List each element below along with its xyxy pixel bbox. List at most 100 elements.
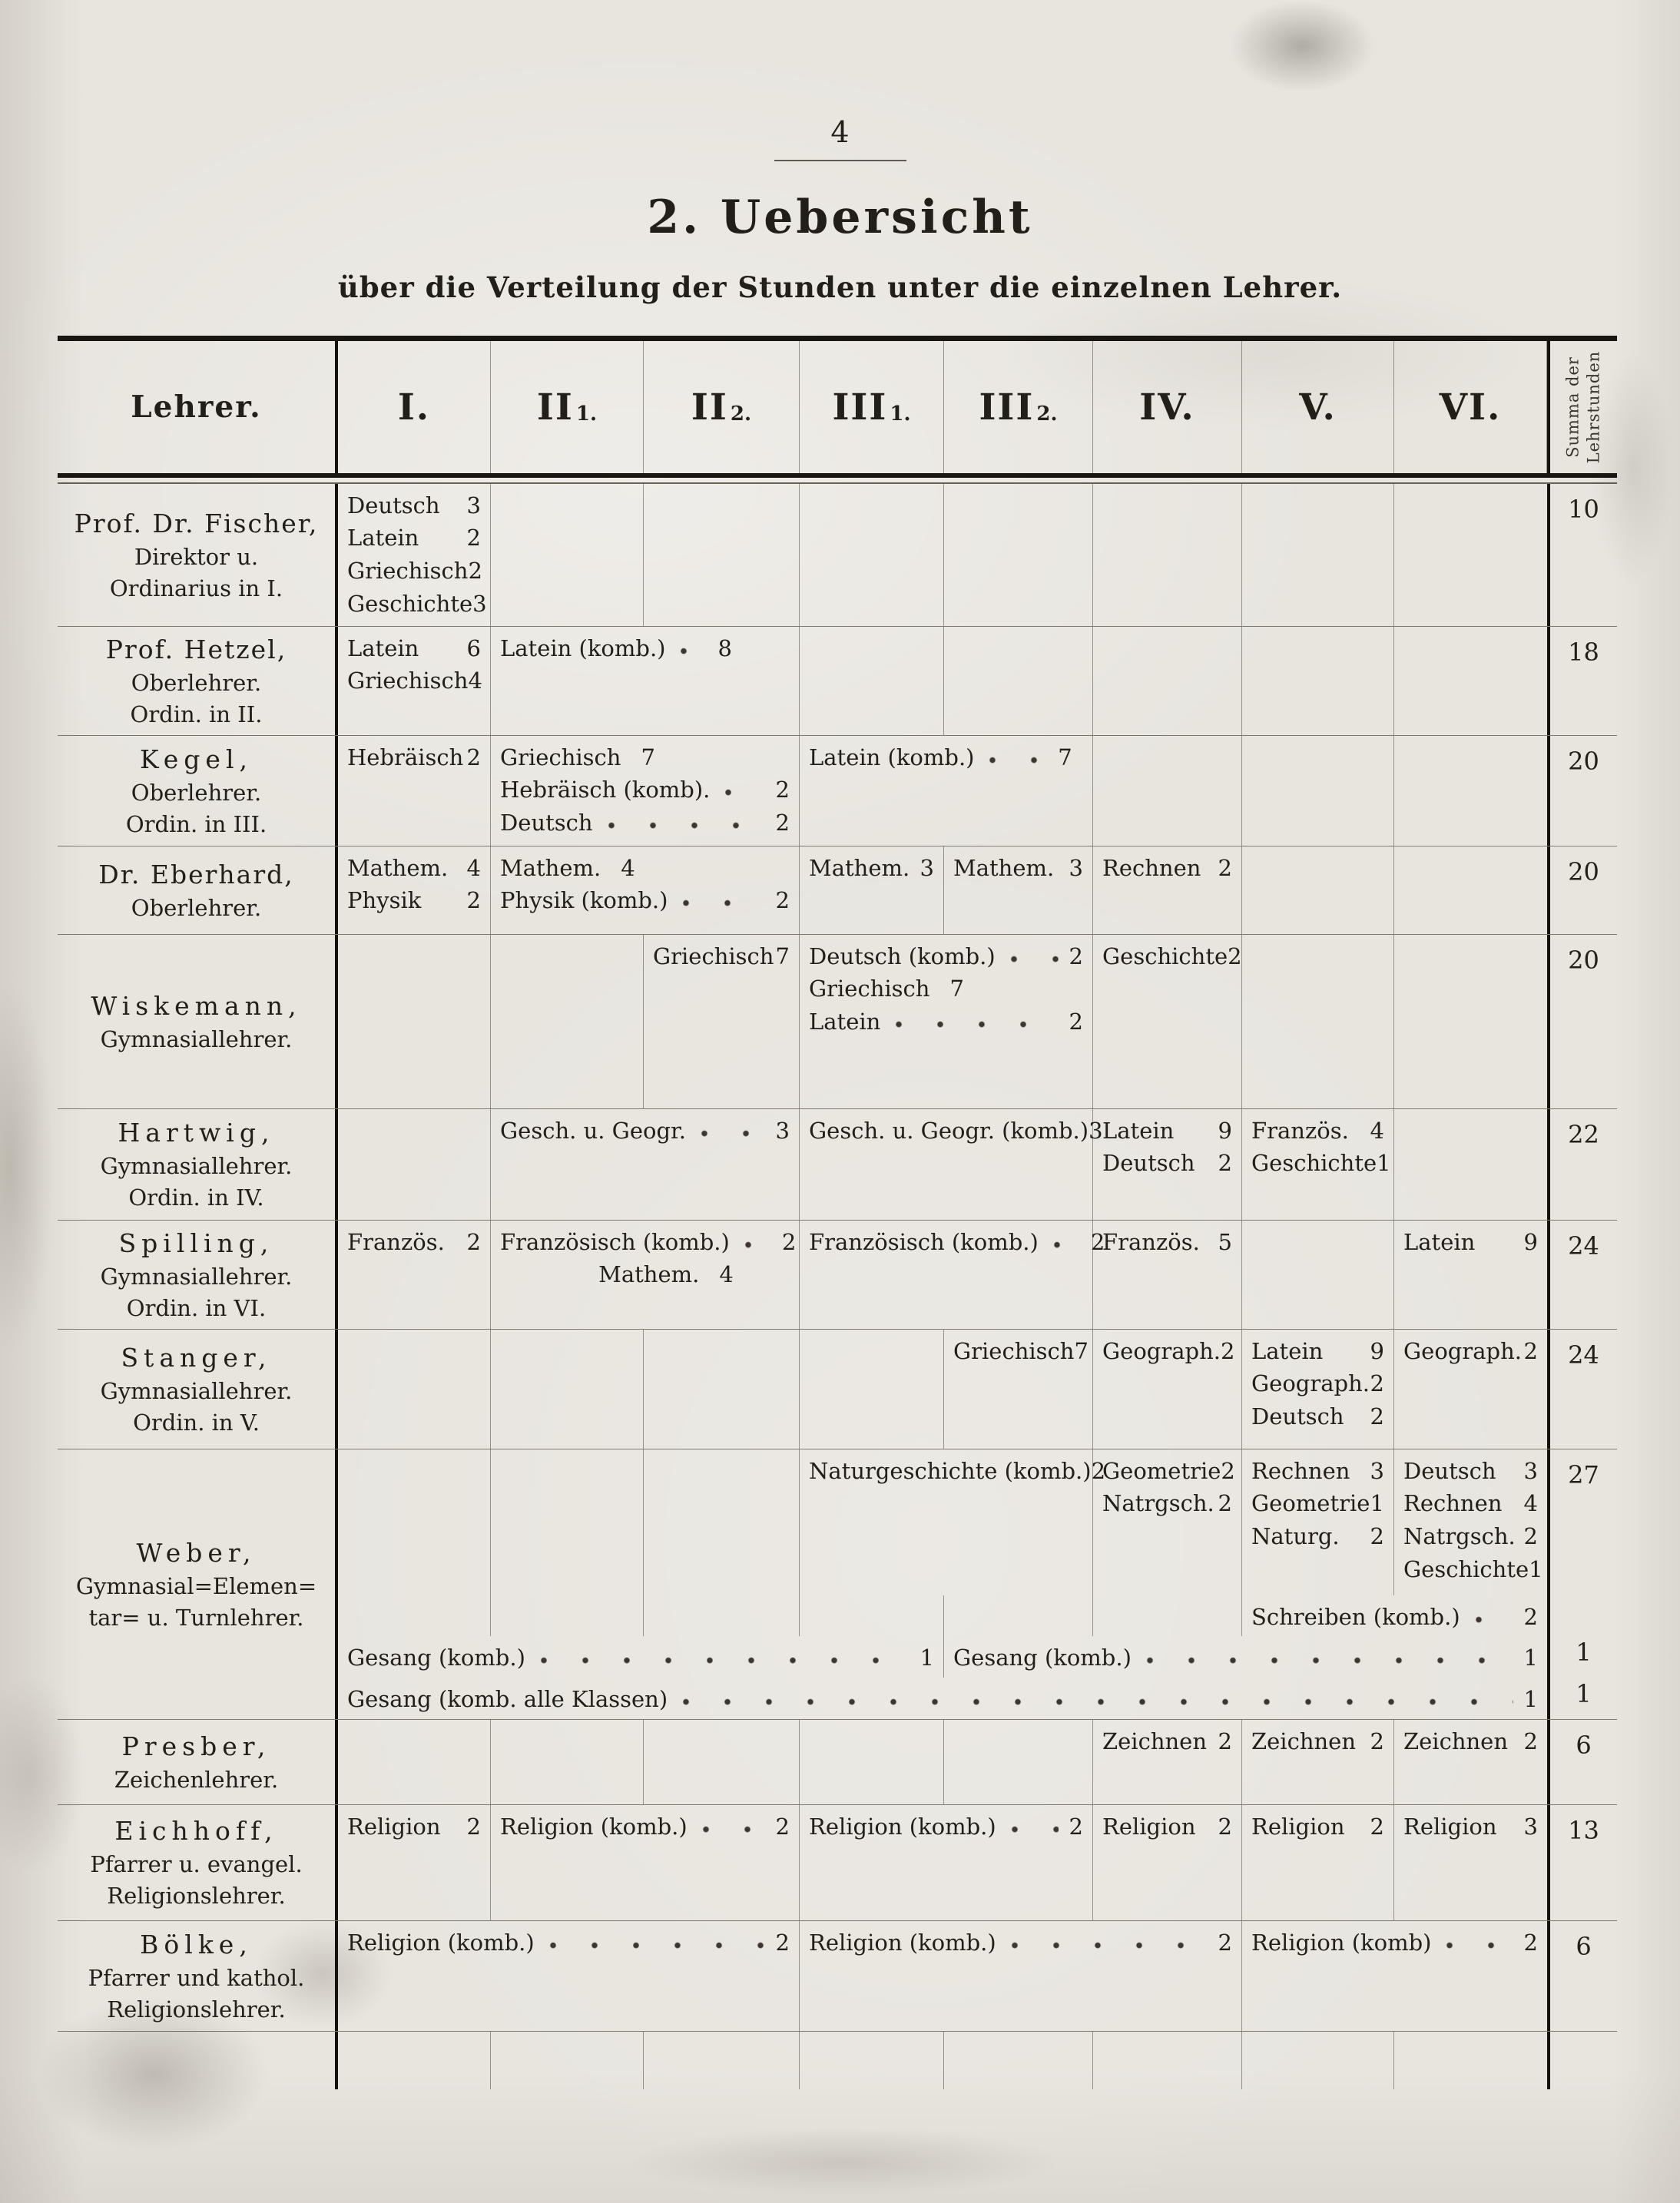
hours-value: 2 [1069, 1008, 1083, 1035]
subject-label: Religion [1403, 1813, 1497, 1840]
subject-cell: Deutsch 3 Rechnen 4 Natrgsch. 2 Geschichte 1 [1394, 1449, 1547, 1595]
subject-label: Latein (komb.) [500, 634, 666, 661]
dot-leader [606, 811, 765, 830]
cell-line: Latein (komb.) 7 [809, 744, 1072, 773]
subject-label: Französ. [1102, 1228, 1200, 1255]
empty-cell [1093, 2031, 1242, 2089]
subject-cell: Religion 2 [1242, 1804, 1394, 1920]
cell-line: Religion (komb) 2 [1251, 1929, 1538, 1958]
subject-cell: Französisch (komb.) 2 [800, 1220, 1105, 1329]
subject-cell: Griechisch 7 [644, 934, 800, 1108]
class-header-label: II [691, 386, 728, 429]
teacher-row: Stanger, Gymnasiallehrer. Ordin. in V. Grie… [58, 1328, 1617, 1449]
page-title: 2. Uebersicht [647, 190, 1033, 244]
summa-cell: 20 [1547, 846, 1617, 934]
cell-line: Gesang (komb. alle Klassen) 1 [347, 1685, 1538, 1714]
column-header-class: II 1. [491, 341, 644, 473]
dot-leader [743, 1230, 771, 1250]
dot-leader [701, 1814, 765, 1834]
cell-line: Deutsch (komb.) 2 [809, 942, 1083, 972]
subject-cell: Latein 9 [1394, 1221, 1547, 1329]
empty-cell [1093, 483, 1242, 626]
hours-value: 2 [468, 557, 482, 584]
hours-value: 2 [1370, 1522, 1384, 1549]
class-header-label: I. [397, 386, 431, 429]
hours-value: 2 [1370, 1403, 1384, 1429]
cell-line: Natrgsch. 2 [1102, 1489, 1232, 1519]
subject-cell: Geograph. 2 [1394, 1330, 1547, 1449]
subject-cell: Gesch. u. Geogr. 3 [491, 1108, 800, 1220]
summa-cell: 27 [1547, 1449, 1617, 1595]
cell-line: Latein 6 [347, 634, 481, 664]
subject-label: Geschichte [1102, 942, 1228, 969]
summa-header-line: Summa der [1563, 356, 1582, 458]
subject-label: Religion [1251, 1813, 1345, 1840]
empty-cell [800, 626, 944, 735]
subject-label: Geograph. [1102, 1337, 1221, 1364]
subject-label: Rechnen [1102, 854, 1201, 881]
cell-line: Latein 2 [347, 524, 481, 553]
cell-line: Zeichnen 2 [1102, 1728, 1232, 1757]
teacher-title-line: Ordin. in II. [130, 701, 263, 727]
subject-label: Geometrie [1102, 1457, 1221, 1484]
cell-line: Gesang (komb.) 1 [953, 1644, 1538, 1673]
teacher-title-line: Ordin. in V. [133, 1409, 260, 1436]
teacher-name-cell: Dr. Eberhard, Oberlehrer. [58, 846, 338, 934]
subject-label: Geograph. [1251, 1370, 1370, 1397]
teacher-name: Prof. Dr. Fischer, [74, 508, 319, 538]
stain [1229, 0, 1375, 92]
hours-value: 2 [1370, 1370, 1384, 1397]
empty-cell [491, 1595, 644, 1637]
empty-cell [800, 1595, 944, 1637]
hours-value: 3 [1523, 1457, 1538, 1484]
cell-line: Latein (komb.) 8 [500, 634, 732, 664]
stain [630, 2128, 1060, 2197]
subject-label: Geschichte [1251, 1150, 1377, 1177]
cell-line: Rechnen 2 [1102, 854, 1232, 883]
subject-label: Mathem. [347, 854, 449, 881]
subject-cell: Religion (komb.) 2 [338, 1920, 800, 2031]
subject-cell: Latein 6 Griechisch 4 [338, 626, 491, 735]
hours-value: 4 [466, 854, 481, 881]
teacher-name: Wiskemann, [91, 990, 302, 1021]
summa-cell [1547, 1595, 1617, 1637]
timetable: Lehrer. I. II 1. II 2. III 1. III 2. IV. V. VI. Summa… [58, 336, 1617, 2089]
empty-cell [1394, 2032, 1547, 2089]
hours-value: 8 [717, 634, 732, 661]
summa-cell: 13 [1547, 1804, 1617, 1920]
hours-value: 2 [466, 525, 481, 552]
empty-cell [944, 626, 1093, 735]
page-number: 4 [830, 115, 850, 149]
class-header-subscript: 1. [575, 403, 598, 426]
hours-value: 7 [641, 744, 655, 770]
hours-value: 4 [1523, 1490, 1538, 1517]
teacher-row: Prof. Hetzel, Oberlehrer. Ordin. in II. Lat… [58, 625, 1617, 735]
cell-line: Französ. 2 [347, 1228, 481, 1257]
hours-value: 4 [468, 668, 482, 694]
hours-value: 9 [1370, 1337, 1384, 1364]
subject-cell: Französisch (komb.) 2 Mathem. 4 [491, 1220, 800, 1329]
teacher-row: Weber, Gymnasial=Elemen= tar= u. Turnlehre… [58, 1448, 1617, 1719]
subject-label: Religion [1102, 1813, 1196, 1840]
summa-cell: 10 [1547, 483, 1617, 626]
subject-cell: Griechisch 7 Hebräisch (komb). 2 Deutsch 2 [491, 735, 800, 846]
subject-label: Deutsch [347, 492, 440, 518]
cell-line: Deutsch 3 [347, 492, 481, 521]
subject-label: Gesang (komb. alle Klassen) [347, 1685, 668, 1712]
cell-line: Physik (komb.) 2 [500, 886, 790, 916]
teacher-title-line: tar= u. Turnlehrer. [88, 1604, 304, 1631]
subject-cell: Gesch. u. Geogr. (komb.) 3 [800, 1108, 1103, 1220]
subject-label: Religion (komb.) [347, 1929, 535, 1956]
teacher-row: Prof. Dr. Fischer, Direktor u. Ordinarius … [58, 483, 1617, 626]
teacher-name-cell: Eichhoff, Pfarrer u. evangel. Religionsleh… [58, 1804, 338, 1920]
cell-line: Griechisch 7 [953, 1337, 1089, 1367]
dot-leader [1473, 1605, 1513, 1625]
cell-line: Zeichnen 2 [1403, 1728, 1538, 1757]
subject-label: Gesch. u. Geogr. (komb.) [809, 1117, 1089, 1144]
cell-line: Französ. 4 [1251, 1117, 1384, 1146]
empty-name-cell [58, 2031, 338, 2089]
empty-cell [491, 1449, 644, 1595]
subject-label: Religion (komb.) [500, 1813, 688, 1840]
subject-label: Latein [1102, 1117, 1175, 1144]
